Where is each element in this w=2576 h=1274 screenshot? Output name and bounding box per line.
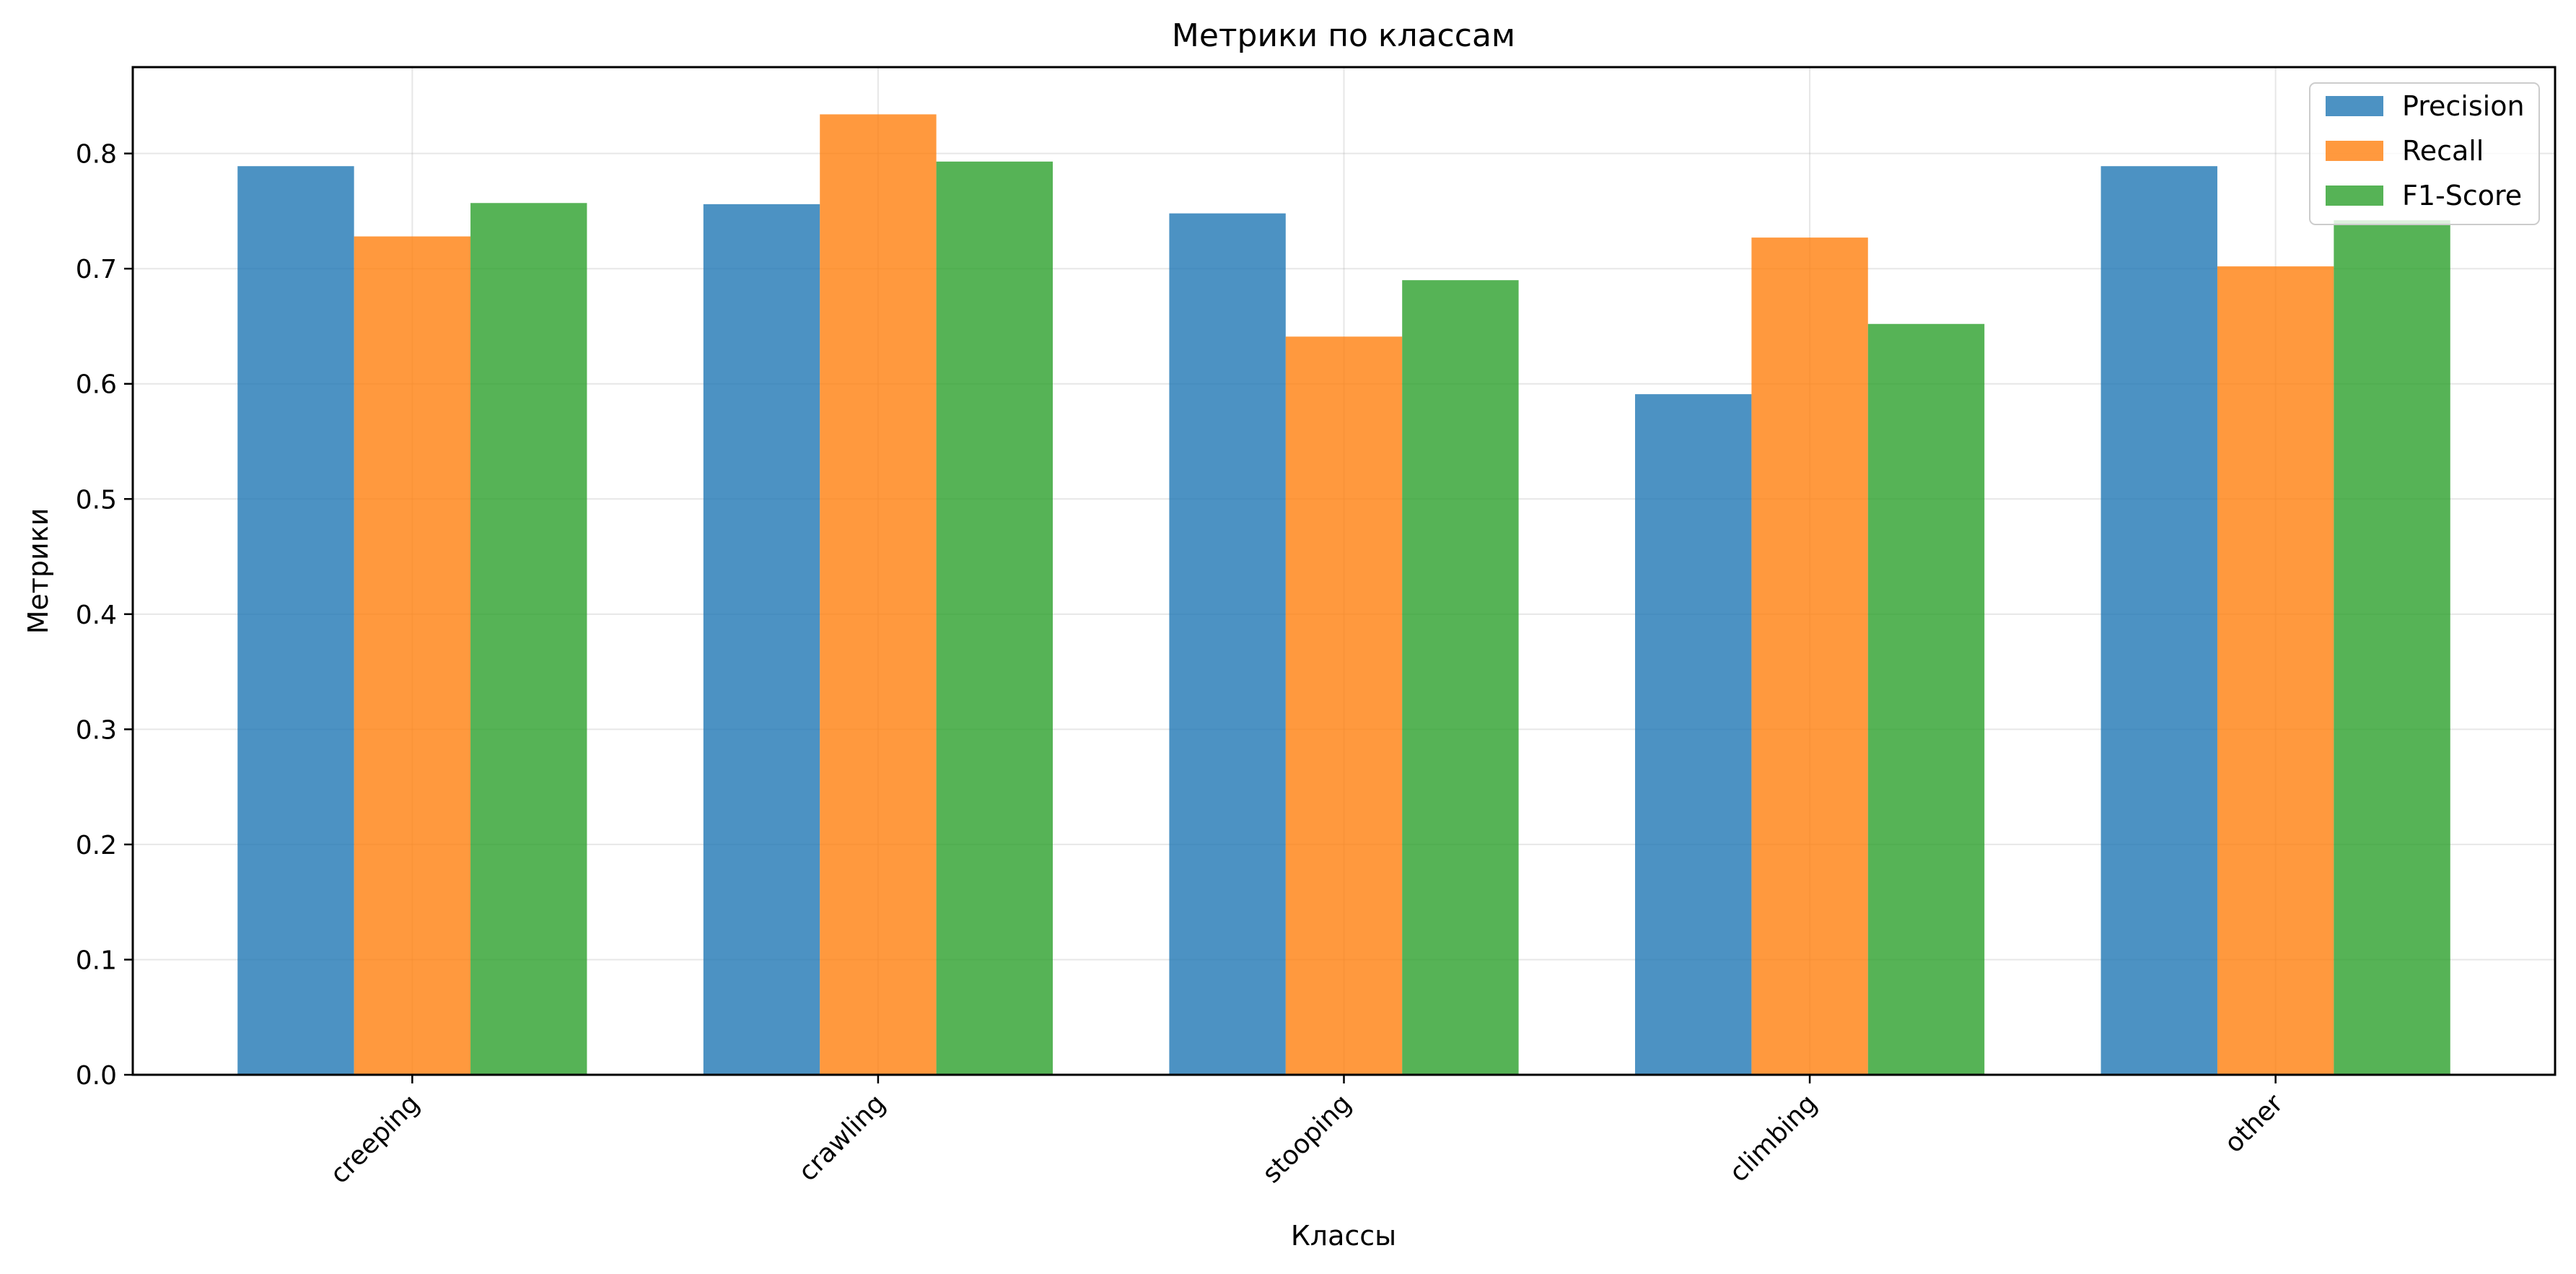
legend-swatch — [2326, 96, 2383, 116]
legend-swatch — [2326, 141, 2383, 161]
legend-label: Precision — [2402, 90, 2525, 122]
x-tick-label: crawling — [793, 1088, 891, 1187]
legend-label: Recall — [2402, 135, 2484, 167]
legend-swatch — [2326, 186, 2383, 206]
x-tick-label: creeping — [325, 1088, 426, 1190]
y-tick-label: 0.2 — [76, 831, 117, 860]
chart-title: Метрики по классам — [1172, 17, 1515, 54]
y-tick-label: 0.7 — [76, 255, 117, 284]
bar-f1-score-stooping — [1402, 280, 1519, 1075]
x-axis: creeping crawling stooping climbing other — [325, 1075, 2289, 1190]
bar-precision-climbing — [1634, 394, 1752, 1075]
y-tick-label: 0.4 — [76, 601, 117, 630]
x-tick-label: other — [2219, 1088, 2289, 1159]
y-axis: 0.0 0.1 0.2 0.3 0.4 0.5 0.6 0.7 0.8 — [76, 140, 133, 1091]
bar-recall-climbing — [1751, 237, 1868, 1076]
legend: Precision Recall F1-Score — [2309, 82, 2540, 225]
y-tick-label: 0.6 — [76, 370, 117, 400]
bar-f1-score-other — [2334, 220, 2450, 1075]
x-tick-label: stooping — [1257, 1088, 1357, 1189]
bar-f1-score-climbing — [1867, 323, 1985, 1076]
y-tick-label: 0.1 — [76, 946, 117, 975]
bar-recall-crawling — [820, 114, 937, 1075]
bar-precision-creeping — [237, 166, 354, 1075]
bar-f1-score-creeping — [470, 203, 587, 1076]
y-tick-label: 0.0 — [76, 1061, 117, 1091]
x-tick-label: climbing — [1724, 1088, 1823, 1187]
y-axis-label: Метрики — [22, 508, 54, 634]
bars — [237, 114, 2450, 1076]
bar-f1-score-crawling — [936, 161, 1053, 1075]
bar-precision-crawling — [703, 204, 820, 1076]
legend-label: F1-Score — [2402, 180, 2522, 211]
y-tick-label: 0.3 — [76, 715, 117, 745]
y-tick-label: 0.5 — [76, 485, 117, 515]
x-axis-label: Классы — [1291, 1220, 1396, 1252]
bar-recall-other — [2217, 266, 2334, 1075]
bar-recall-creeping — [354, 236, 471, 1075]
y-tick-label: 0.8 — [76, 140, 117, 170]
bar-precision-stooping — [1169, 213, 1286, 1076]
bar-recall-stooping — [1285, 336, 1403, 1075]
bar-precision-other — [2100, 166, 2217, 1075]
